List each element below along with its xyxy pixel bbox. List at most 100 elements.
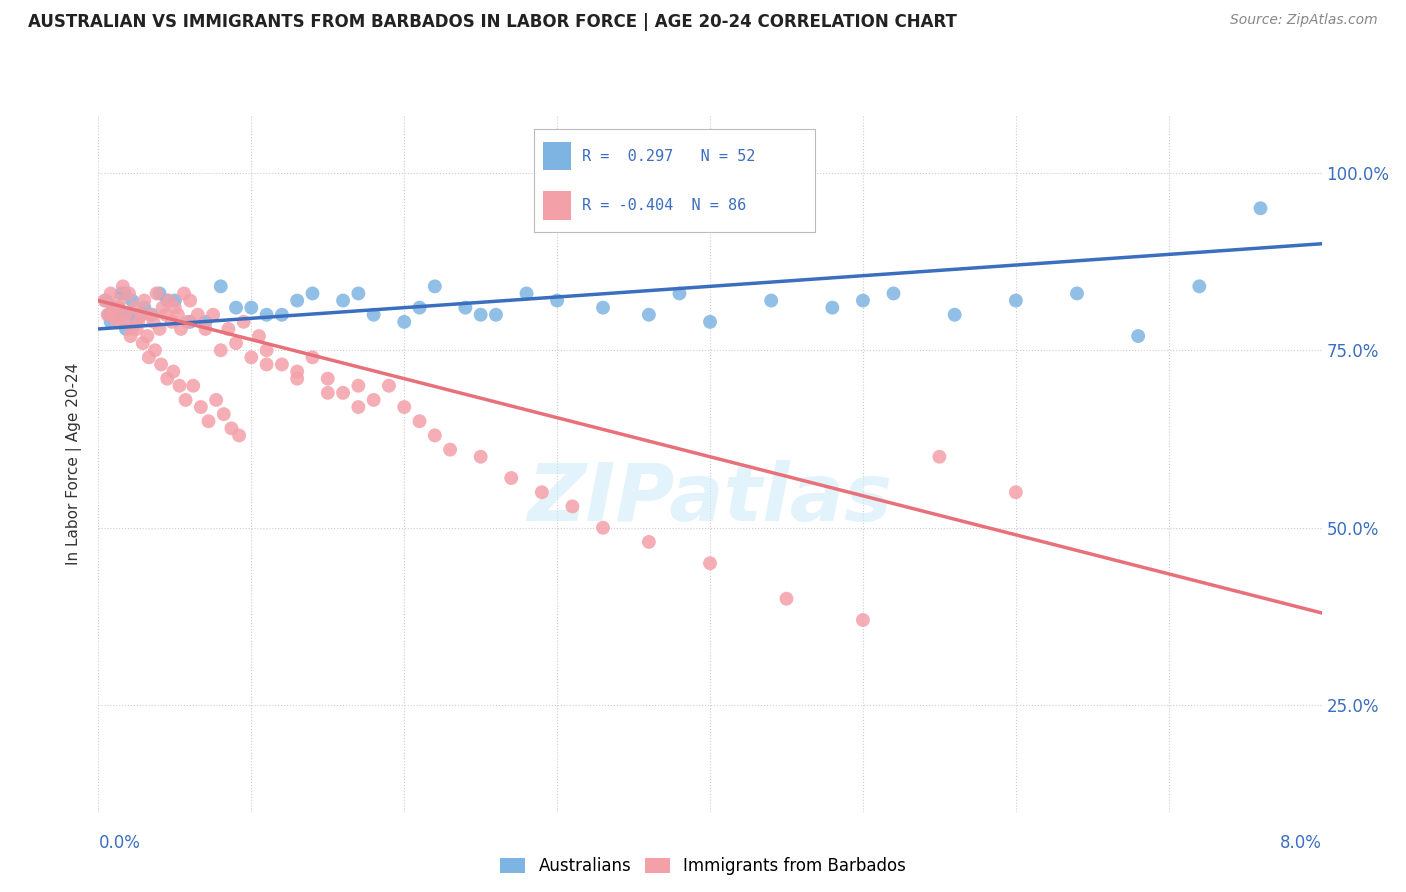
Y-axis label: In Labor Force | Age 20-24: In Labor Force | Age 20-24 [66, 363, 83, 565]
Point [202, 308, 225, 322]
Point [143, 343, 166, 358]
Point [285, 293, 308, 308]
Point [209, 279, 232, 293]
Point [174, 392, 197, 407]
Point [101, 308, 124, 322]
Point [561, 500, 583, 514]
Point [155, 308, 177, 322]
Point [761, 293, 783, 308]
Point [163, 293, 186, 308]
Point [124, 301, 146, 315]
Point [392, 400, 416, 414]
Point [408, 414, 430, 428]
Point [205, 392, 228, 407]
Point [173, 286, 195, 301]
Point [194, 322, 217, 336]
Point [515, 286, 537, 301]
Point [149, 286, 172, 301]
Point [169, 378, 191, 392]
Point [470, 450, 492, 464]
Point [138, 351, 160, 365]
Point [100, 286, 122, 301]
Point [105, 308, 128, 322]
Text: R =  0.297   N = 52: R = 0.297 N = 52 [582, 148, 755, 163]
Point [256, 343, 278, 358]
Point [129, 308, 152, 322]
Point [225, 336, 247, 351]
Point [638, 535, 661, 549]
Point [423, 428, 446, 442]
Point [285, 365, 308, 379]
Point [187, 308, 209, 322]
Point [100, 315, 122, 329]
Point [103, 301, 125, 315]
Point [928, 450, 950, 464]
Point [103, 301, 125, 315]
Point [668, 286, 690, 301]
Point [699, 315, 721, 329]
Point [347, 400, 370, 414]
Point [111, 279, 134, 293]
Point [363, 392, 385, 407]
Point [93, 293, 115, 308]
Point [156, 293, 179, 308]
Point [592, 301, 614, 315]
Point [197, 414, 219, 428]
Point [821, 301, 844, 315]
Point [256, 358, 278, 372]
Point [225, 301, 247, 315]
Point [221, 421, 243, 435]
Point [129, 308, 152, 322]
Point [142, 315, 165, 329]
Point [179, 315, 201, 329]
Point [247, 329, 270, 343]
Point [217, 322, 239, 336]
Point [378, 378, 401, 392]
Point [530, 485, 553, 500]
Point [392, 315, 416, 329]
Point [125, 322, 148, 336]
Point [270, 308, 294, 322]
Point [699, 556, 721, 570]
Point [136, 329, 159, 343]
Point [163, 301, 186, 315]
Point [240, 301, 263, 315]
Point [121, 293, 143, 308]
Point [118, 286, 141, 301]
Text: AUSTRALIAN VS IMMIGRANTS FROM BARBADOS IN LABOR FORCE | AGE 20-24 CORRELATION CH: AUSTRALIAN VS IMMIGRANTS FROM BARBADOS I… [28, 13, 957, 31]
Point [162, 365, 184, 379]
Point [1249, 201, 1271, 215]
Point [125, 315, 148, 329]
Point [115, 322, 138, 336]
Point [120, 329, 142, 343]
Point [1066, 286, 1088, 301]
Point [107, 301, 129, 315]
Point [852, 293, 875, 308]
Point [1128, 329, 1150, 343]
Point [439, 442, 461, 457]
Point [1004, 293, 1026, 308]
Point [134, 301, 156, 315]
Point [209, 343, 232, 358]
Point [332, 293, 354, 308]
Point [152, 301, 174, 315]
Point [134, 293, 156, 308]
Text: R = -0.404  N = 86: R = -0.404 N = 86 [582, 198, 747, 213]
Point [212, 407, 235, 421]
Point [121, 322, 143, 336]
Point [363, 308, 385, 322]
Point [454, 301, 477, 315]
Point [316, 385, 339, 400]
Point [301, 286, 323, 301]
Point [97, 308, 120, 322]
Point [943, 308, 966, 322]
Point [256, 308, 278, 322]
Point [301, 351, 323, 365]
Point [181, 378, 204, 392]
Point [270, 358, 294, 372]
Text: ZIPatlas: ZIPatlas [527, 459, 893, 538]
Point [1188, 279, 1211, 293]
Point [775, 591, 797, 606]
Point [145, 286, 167, 301]
Point [1004, 485, 1026, 500]
